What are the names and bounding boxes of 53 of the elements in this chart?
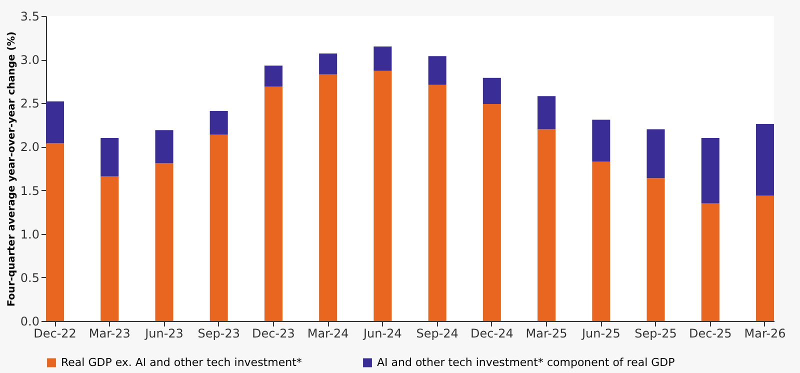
x-tick-label: Dec-23 xyxy=(252,326,295,340)
x-tick-label: Mar-26 xyxy=(744,326,786,340)
y-tick-label: 1.5 xyxy=(20,184,40,198)
bar xyxy=(264,66,282,87)
bar xyxy=(538,96,556,130)
bar xyxy=(46,143,64,321)
x-tick-label: Sep-23 xyxy=(198,326,240,340)
bar xyxy=(756,196,774,321)
bar xyxy=(319,74,338,321)
bar xyxy=(482,104,501,321)
y-tick-label: 0.0 xyxy=(20,314,40,328)
bar xyxy=(428,56,446,85)
bar xyxy=(592,120,610,162)
bar xyxy=(756,124,774,196)
x-tick-label: Jun-24 xyxy=(362,326,402,340)
x-tick-label: Dec-24 xyxy=(470,326,514,340)
y-tick-label: 3.5 xyxy=(20,10,40,24)
x-tick-label: Mar-25 xyxy=(526,326,568,340)
y-tick-label: 1.0 xyxy=(20,227,40,242)
bar xyxy=(646,129,665,178)
bar xyxy=(155,130,174,164)
x-tick-label: Jun-23 xyxy=(144,326,184,340)
bar xyxy=(210,134,228,321)
bar xyxy=(646,178,665,321)
bar xyxy=(482,78,501,104)
x-tick-label: Dec-22 xyxy=(34,326,76,340)
legend-label: AI and other tech investment* component of real GDP xyxy=(377,356,676,369)
bar xyxy=(264,86,282,321)
bar xyxy=(701,203,720,321)
bar xyxy=(155,163,174,321)
bar xyxy=(538,129,556,321)
y-axis-title: Four-quarter average year-over-year change (%) xyxy=(6,32,18,306)
x-tick-label: Dec-25 xyxy=(688,326,732,340)
bar xyxy=(319,53,338,74)
x-tick-label: Sep-24 xyxy=(416,326,458,340)
legend-label: Real GDP ex. AI and other tech investment* xyxy=(61,356,302,369)
bar xyxy=(428,84,446,321)
bar xyxy=(210,110,228,135)
bar xyxy=(374,46,392,71)
x-tick-label: Sep-25 xyxy=(634,326,677,340)
bar xyxy=(374,70,392,321)
bar xyxy=(592,162,610,321)
x-tick-label: Mar-23 xyxy=(88,326,130,340)
x-tick-label: Jun-25 xyxy=(580,326,620,340)
y-tick-label: 2.0 xyxy=(20,140,40,154)
y-tick-label: 0.5 xyxy=(20,270,40,285)
bar xyxy=(701,138,720,204)
x-tick-label: Mar-24 xyxy=(307,326,349,340)
bar xyxy=(100,138,119,176)
y-tick-label: 2.5 xyxy=(20,96,40,111)
bar xyxy=(100,176,119,321)
y-tick-label: 3.0 xyxy=(20,53,40,68)
bar xyxy=(46,101,64,144)
